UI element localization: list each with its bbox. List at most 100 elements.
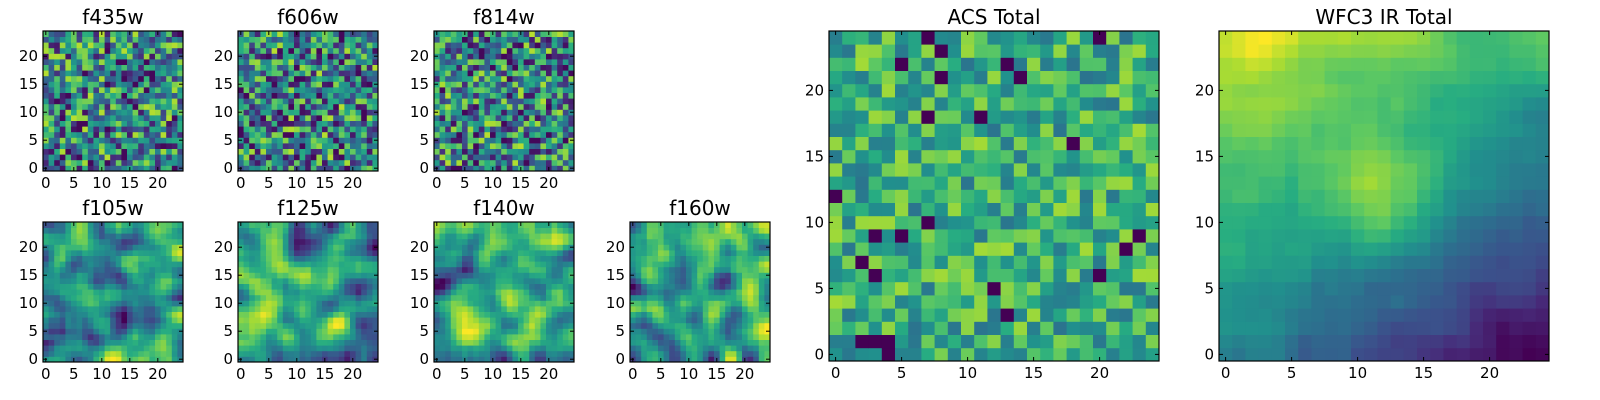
heatmap-cell: [641, 222, 648, 228]
x-tick-label: 10: [483, 365, 502, 383]
heatmap-cell: [121, 126, 128, 133]
heatmap-cell: [445, 322, 452, 329]
heatmap-cell: [322, 255, 328, 262]
heatmap-cell: [316, 322, 323, 329]
heatmap-cell: [87, 328, 94, 335]
heatmap-cell: [361, 311, 368, 318]
heatmap-cell: [310, 311, 317, 318]
heatmap-cell: [947, 202, 962, 217]
heatmap-cell: [445, 306, 452, 312]
heatmap-cell: [127, 278, 133, 284]
heatmap-cell: [249, 75, 256, 82]
heatmap-cell: [48, 103, 55, 110]
heatmap-cell: [361, 131, 368, 138]
heatmap-cell: [238, 238, 244, 245]
heatmap-cell: [43, 345, 49, 352]
heatmap-cell: [495, 322, 502, 329]
heatmap-cell: [132, 266, 139, 273]
heatmap-cell: [299, 120, 306, 127]
heatmap-cell: [266, 311, 272, 318]
heatmap-cell: [132, 238, 139, 245]
heatmap-cell: [65, 143, 72, 149]
heatmap-cell: [344, 53, 351, 60]
heatmap-cell: [630, 339, 636, 346]
heatmap-cell: [327, 159, 334, 166]
heatmap-cell: [160, 300, 167, 307]
heatmap-cell: [82, 165, 89, 172]
heatmap-cell: [372, 233, 379, 240]
heatmap-cell: [127, 289, 133, 296]
heatmap-cell: [467, 154, 474, 161]
heatmap-cell: [344, 272, 351, 279]
x-tick-label: 15: [315, 365, 334, 383]
heatmap-cell: [310, 115, 317, 121]
heatmap-cell: [76, 334, 83, 340]
heatmap-cell: [299, 294, 306, 301]
heatmap-cell: [138, 81, 145, 88]
heatmap-cell: [462, 159, 468, 166]
heatmap-cells: [434, 222, 575, 363]
heatmap-cell: [484, 103, 491, 110]
heatmap-cell: [282, 165, 289, 172]
heatmap-cell: [546, 306, 552, 312]
heatmap-cell: [467, 137, 474, 144]
heatmap-cell: [478, 294, 485, 301]
heatmap-cell: [495, 289, 502, 296]
heatmap-cell: [895, 215, 909, 230]
heatmap-cell: [99, 322, 105, 329]
heatmap-cell: [277, 322, 284, 329]
heatmap-cell: [266, 87, 272, 93]
heatmap-cell: [546, 238, 552, 245]
heatmap-cell: [523, 328, 530, 335]
heatmap-cell: [467, 81, 474, 88]
heatmap-cell: [333, 350, 340, 357]
heatmap-cell: [249, 109, 256, 116]
heatmap-cell: [372, 322, 379, 329]
heatmap-cell: [557, 311, 564, 318]
heatmap-cell: [947, 268, 962, 283]
heatmap-cell: [327, 115, 334, 121]
heatmap-cell: [177, 103, 184, 110]
heatmap-cell: [518, 92, 524, 99]
x-tick-label: 0: [236, 365, 246, 383]
heatmap-cell: [501, 81, 508, 88]
heatmap-cell: [294, 87, 300, 93]
heatmap-cell: [327, 300, 334, 307]
heatmap-cell: [82, 222, 89, 228]
heatmap-cell: [254, 53, 261, 60]
heatmap-cell: [310, 306, 317, 312]
heatmap-cell: [546, 98, 552, 105]
heatmap-cell: [434, 143, 440, 149]
heatmap-cell: [249, 345, 256, 352]
heatmap-cell: [742, 294, 748, 301]
heatmap-cell: [43, 36, 49, 43]
heatmap-cell: [445, 59, 452, 65]
heatmap-cell: [1066, 281, 1081, 296]
heatmap-cell: [512, 322, 519, 329]
heatmap-cell: [282, 64, 289, 71]
heatmap-cell: [523, 31, 530, 37]
heatmap-cell: [829, 149, 843, 164]
heatmap-cell: [71, 317, 77, 324]
heatmap-cell: [506, 289, 513, 296]
heatmap-cell: [1145, 308, 1160, 322]
heatmap-cell: [138, 345, 145, 352]
heatmap-cell: [322, 92, 328, 99]
heatmap-cell: [518, 266, 524, 273]
heatmap-cell: [316, 53, 323, 60]
heatmap-cell: [557, 126, 564, 133]
heatmap-cell: [484, 261, 491, 268]
heatmap-cell: [71, 289, 77, 296]
heatmap-cell: [266, 154, 272, 161]
heatmap-cell: [1027, 334, 1041, 349]
heatmap-cell: [1119, 308, 1133, 322]
heatmap-cell: [127, 42, 133, 49]
heatmap-cell: [132, 36, 139, 43]
heatmap-cell: [484, 31, 491, 37]
heatmap-cell: [54, 278, 61, 284]
heatmap-cell: [76, 289, 83, 296]
heatmap-cell: [127, 266, 133, 273]
heatmap-cell: [166, 311, 173, 318]
heatmap-cell: [171, 306, 178, 312]
heatmap-cell: [934, 229, 949, 243]
